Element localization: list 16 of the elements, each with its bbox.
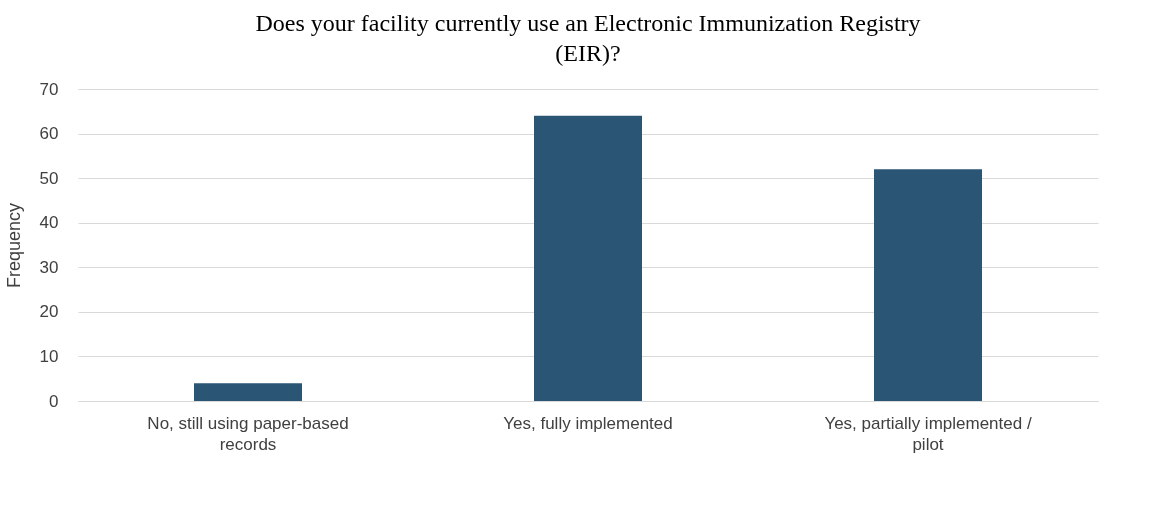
bar xyxy=(874,169,982,401)
x-tick-label: Yes, fully implemented xyxy=(503,413,673,433)
x-tick-label: No, still using paper-based records xyxy=(147,413,349,454)
y-tick-label: 10 xyxy=(39,346,59,366)
bar xyxy=(194,383,302,401)
y-tick-label: 70 xyxy=(39,79,59,99)
chart-title: Does your facility currently use an Electronic Immunization Registry (EIR)? xyxy=(255,10,921,66)
y-tick-label: 30 xyxy=(39,257,59,277)
y-tick-label: 60 xyxy=(39,124,59,144)
y-tick-label: 20 xyxy=(39,302,59,322)
y-axis-title: Frequency xyxy=(3,202,24,289)
x-tick-label: Yes, partially implemented / pilot xyxy=(824,413,1032,454)
y-tick-label: 40 xyxy=(39,213,59,233)
y-tick-label: 0 xyxy=(49,391,59,411)
bar xyxy=(534,115,642,401)
y-tick-label: 50 xyxy=(39,168,59,188)
